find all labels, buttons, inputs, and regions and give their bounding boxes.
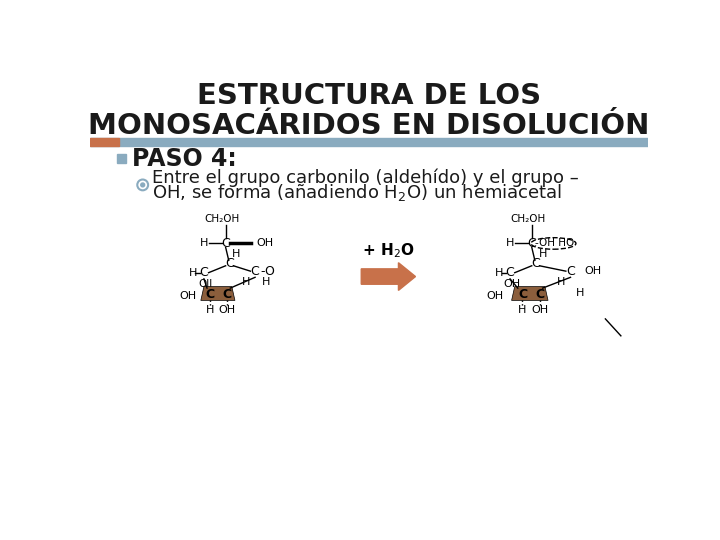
Text: -: -: [261, 265, 265, 278]
Text: H: H: [495, 268, 503, 278]
Text: H: H: [539, 249, 546, 259]
Text: H: H: [575, 288, 584, 298]
Text: C: C: [531, 257, 540, 270]
Text: OII: OII: [198, 279, 212, 289]
Bar: [90, 138, 120, 146]
Text: C: C: [222, 288, 232, 301]
Text: OH, se forma (añadiendo H$_2$O) un hemiacetal: OH, se forma (añadiendo H$_2$O) un hemia…: [152, 182, 562, 203]
Text: OH: OH: [531, 305, 548, 315]
Text: C: C: [518, 288, 527, 301]
Text: OH: OH: [503, 279, 520, 289]
Text: H: H: [506, 239, 514, 248]
Text: ESTRUCTURA DE LOS: ESTRUCTURA DE LOS: [197, 82, 541, 110]
Text: C: C: [206, 288, 215, 301]
Bar: [90, 138, 648, 146]
Text: H: H: [189, 268, 197, 278]
Text: Entre el grupo carbonilo (aldehído) y el grupo –: Entre el grupo carbonilo (aldehído) y el…: [152, 168, 579, 187]
Text: C: C: [251, 265, 259, 278]
Circle shape: [141, 183, 145, 187]
Text: C: C: [225, 257, 234, 270]
Text: H: H: [233, 249, 240, 259]
Text: H: H: [242, 277, 250, 287]
Bar: [117, 154, 126, 163]
Text: OH: OH: [256, 239, 274, 248]
Text: MONOSACÁRIDOS EN DISOLUCIÓN: MONOSACÁRIDOS EN DISOLUCIÓN: [89, 112, 649, 140]
Text: C: C: [221, 237, 230, 250]
Text: OH: OH: [486, 291, 503, 301]
Text: H: H: [206, 305, 215, 315]
Text: OH: OH: [219, 305, 235, 315]
Text: C: C: [199, 266, 208, 279]
Polygon shape: [201, 287, 235, 300]
Text: C: C: [535, 288, 544, 301]
Text: CH₂OH: CH₂OH: [510, 214, 546, 224]
Text: OH: OH: [585, 266, 602, 276]
Text: H: H: [557, 277, 565, 287]
Text: PASO 4:: PASO 4:: [132, 147, 237, 171]
Text: H: H: [518, 305, 526, 315]
Text: -OH HO: -OH HO: [535, 239, 574, 248]
Text: OH: OH: [180, 291, 197, 301]
Text: + H$_2$O: + H$_2$O: [362, 242, 415, 260]
Text: C: C: [505, 266, 514, 279]
Text: H: H: [199, 239, 208, 248]
Text: CH₂OH: CH₂OH: [204, 214, 239, 224]
Text: C: C: [566, 265, 575, 278]
Text: C: C: [527, 237, 536, 250]
Text: H: H: [262, 277, 270, 287]
Polygon shape: [361, 262, 415, 291]
Text: O: O: [264, 265, 274, 278]
Polygon shape: [512, 287, 548, 300]
